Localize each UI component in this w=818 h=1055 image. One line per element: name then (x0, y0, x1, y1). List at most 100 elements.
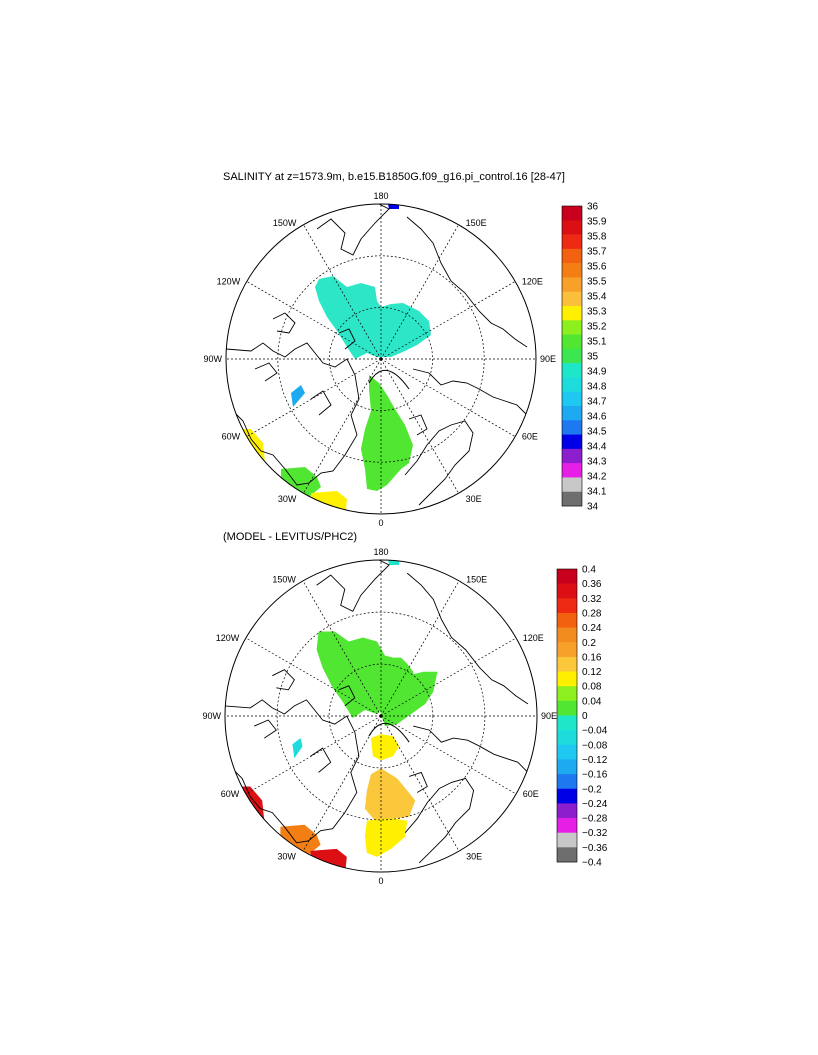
colorbar-swatch (562, 263, 582, 278)
colorbar-swatch (562, 406, 582, 421)
colorbar-label: 35.5 (587, 277, 607, 288)
latitude-circle-1 (328, 663, 434, 769)
coastline-2 (406, 572, 529, 705)
colorbar-label: 35.3 (587, 307, 607, 318)
meridian-line (246, 281, 382, 360)
colorbar-swatch (562, 448, 582, 464)
atlantic-inflow-region (361, 375, 413, 491)
meridian-line (380, 580, 460, 717)
longitude-label-lon90e: 90E (541, 711, 557, 721)
bering-region (387, 560, 400, 565)
meridian-line (246, 358, 382, 437)
coastline-5 (338, 685, 356, 707)
latitude-circle-2 (276, 611, 486, 821)
meridian-line (303, 224, 382, 360)
map-border (225, 203, 537, 515)
map-border (224, 559, 538, 873)
longitude-label-lon120w: 120W (217, 277, 241, 287)
colorbar-label: 35.8 (587, 232, 607, 243)
coastline-2 (406, 216, 528, 348)
polar-map-panel-1: 180 0 90W 90E 150W 150E 120W 120E 60W 60E 30W 30E (203, 191, 556, 528)
colorbar-label: 34.4 (587, 442, 607, 453)
coastline-3 (413, 725, 529, 773)
colorbar-swatch (557, 671, 577, 687)
longitude-label-lon0: 0 (378, 518, 383, 528)
colorbar-swatch (562, 463, 582, 478)
longitude-label-lon30e: 30E (466, 852, 482, 862)
colorbar-label: 0.36 (582, 579, 602, 590)
colorbar-swatch (557, 612, 577, 628)
norwegian-sea-region (364, 818, 408, 857)
colorbar-label: 34.3 (587, 457, 607, 468)
meridian-line (302, 715, 382, 852)
colorbar-swatch (557, 715, 577, 731)
coastline-5 (338, 328, 356, 350)
meridian-line (245, 637, 382, 717)
longitude-label-lon30e: 30E (466, 494, 482, 504)
colorbar-label: 35 (587, 352, 599, 363)
coastline-6 (409, 771, 428, 793)
longitude-label-lon60e: 60E (522, 432, 538, 442)
colorbar-swatch (562, 334, 582, 350)
colorbar-swatch (557, 847, 577, 863)
longitude-label-lon90w: 90W (202, 711, 221, 721)
greenland-sea-region (364, 768, 416, 821)
colorbar-label: −0.24 (582, 799, 608, 810)
colorbar-label: −0.28 (582, 814, 608, 825)
colorbar-swatch (562, 220, 582, 235)
colorbar-swatch (562, 234, 582, 250)
contour-line (368, 723, 410, 743)
colorbar-label: −0.32 (582, 828, 608, 839)
meridian-line (380, 358, 516, 437)
colorbar-label: 0.2 (582, 638, 596, 649)
colorbar-swatch (557, 583, 577, 599)
coastline-0 (226, 342, 360, 486)
coastline-1 (316, 560, 390, 612)
meridian-line (380, 715, 460, 852)
longitude-label-lon150e: 150E (466, 574, 487, 584)
coastline-6 (408, 414, 428, 436)
colorbar-swatch (557, 642, 577, 658)
colorbar-label: 34.9 (587, 367, 607, 378)
colorbar-label: 34.5 (587, 427, 607, 438)
colorbar-swatch (562, 491, 582, 507)
longitude-label-lon0: 0 (378, 876, 383, 886)
longitude-label-lon90e: 90E (540, 354, 556, 364)
colorbar-label: 36 (587, 202, 599, 213)
colorbar-label: −0.08 (582, 740, 608, 751)
colorbar-swatch (557, 700, 577, 716)
colorbar-swatch (557, 818, 577, 833)
meridian-line (380, 224, 459, 360)
meridian-line (245, 715, 382, 795)
colorbar-label: 35.2 (587, 322, 607, 333)
colorbar-label: 0.4 (582, 565, 596, 576)
coastline-4 (404, 777, 475, 864)
coastline-0 (225, 699, 360, 844)
colorbar-swatch (562, 434, 582, 450)
coastline-9 (310, 747, 332, 773)
longitude-label-lon60e: 60E (523, 789, 539, 799)
polar-map-panel-2: 180 0 90W 90E 150W 150E 120W 120E 60W 60E 30W 30E (202, 547, 557, 886)
latitude-circle-2 (277, 255, 485, 463)
colorbar-swatch (562, 248, 582, 264)
central-arctic-region (315, 276, 431, 359)
colorbar-label: −0.4 (582, 858, 602, 869)
colorbar-label: 34 (587, 502, 599, 513)
colorbar-swatch (557, 759, 577, 775)
meridian-line (380, 358, 459, 494)
colorbar-label: −0.12 (582, 755, 608, 766)
baffin-bay-region (291, 385, 305, 407)
colorbar-swatch (562, 348, 582, 364)
colorbar-frame (561, 205, 583, 507)
bering-region (387, 204, 399, 209)
meridian-line (380, 715, 517, 795)
colorbar-swatch (562, 277, 582, 293)
colorbar-label: 0 (582, 711, 588, 722)
longitude-label-lon90w: 90W (203, 354, 222, 364)
coastline-3 (412, 368, 528, 416)
colorbar-swatch (562, 363, 582, 378)
longitude-label-lon60w: 60W (222, 432, 241, 442)
colorbar-label: 35.4 (587, 292, 607, 303)
colorbar-swatch (562, 306, 582, 321)
